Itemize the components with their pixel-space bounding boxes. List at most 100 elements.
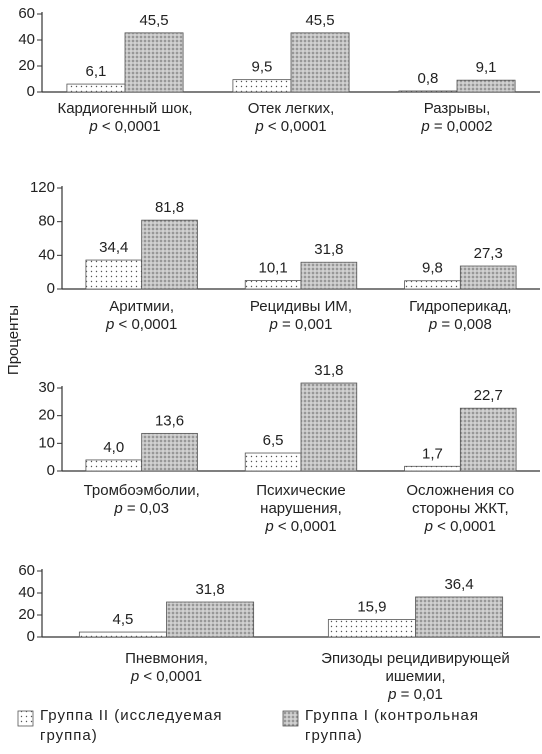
y-tick-label: 30	[38, 379, 55, 396]
y-tick-label: 20	[38, 407, 55, 424]
bar	[232, 79, 292, 93]
bar	[290, 32, 350, 93]
value-label: 22,7	[474, 387, 503, 404]
y-tick-label: 20	[18, 606, 35, 623]
value-label: 45,5	[305, 12, 334, 29]
legend-swatch	[282, 710, 299, 727]
bar	[141, 219, 198, 290]
p-value: p = 0,008	[428, 316, 492, 333]
bar	[85, 259, 143, 290]
y-tick-label: 10	[38, 434, 55, 451]
value-label: 34,4	[99, 239, 128, 256]
p-value: p < 0,0001	[130, 668, 203, 685]
category-name: Эпизоды рецидивирующей ишемии,	[321, 650, 510, 685]
bar	[404, 280, 461, 290]
value-label: 31,8	[314, 241, 343, 258]
y-tick-label: 20	[18, 57, 35, 74]
category-label: Аритмии, p < 0,0001	[66, 298, 217, 334]
bar	[78, 631, 167, 638]
bar	[244, 452, 302, 472]
p-value: p = 0,001	[269, 316, 333, 333]
bar	[398, 90, 458, 93]
y-tick-label: 60	[18, 5, 35, 22]
category-label: Гидроперикад, p = 0,008	[385, 298, 536, 334]
value-label: 9,1	[476, 59, 497, 76]
p-value: p = 0,0002	[421, 118, 493, 135]
bar	[124, 32, 184, 93]
category-name: Отек легких,	[247, 100, 335, 117]
bar	[141, 432, 198, 472]
p-value: p = 0,01	[388, 686, 443, 703]
y-tick-label: 80	[38, 213, 55, 230]
p-value: p < 0,0001	[255, 118, 327, 135]
value-label: 0,8	[418, 70, 439, 87]
category-label: Кардиогенный шок, p < 0,0001	[46, 100, 204, 136]
value-label: 10,1	[259, 259, 288, 276]
category-label: Пневмония, p < 0,0001	[46, 650, 287, 686]
category-label: Отек легких, p < 0,0001	[212, 100, 370, 136]
y-tick-label: 40	[38, 246, 55, 263]
value-label: 6,5	[263, 432, 284, 449]
y-tick-label: 120	[30, 179, 55, 196]
value-label: 27,3	[474, 245, 503, 262]
category-name: Психические нарушения,	[256, 482, 346, 517]
bar	[300, 382, 358, 472]
value-label: 4,0	[103, 439, 124, 456]
y-axis-label: Проценты	[5, 305, 22, 375]
category-name: Гидроперикад,	[409, 298, 512, 315]
category-name: Тромбоэмболии,	[83, 482, 200, 499]
category-name: Кардиогенный шок,	[57, 100, 193, 117]
legend-label: Группа I (контрольная группа)	[305, 707, 479, 744]
p-value: p < 0,0001	[89, 118, 161, 135]
value-label: 6,1	[86, 63, 107, 80]
category-name: Аритмии,	[109, 298, 175, 315]
value-label: 9,5	[252, 59, 273, 76]
value-label: 4,5	[112, 611, 133, 628]
value-label: 31,8	[195, 581, 224, 598]
bar	[327, 619, 416, 638]
category-name: Рецидивы ИМ,	[249, 298, 353, 315]
bar	[66, 83, 126, 93]
bar	[459, 265, 517, 290]
p-value: p < 0,0001	[265, 518, 337, 535]
value-label: 9,8	[422, 260, 443, 277]
category-label: Эпизоды рецидивирующей ишемии, p = 0,01	[295, 650, 536, 704]
category-name: Осложнения со стороны ЖКТ,	[406, 482, 515, 517]
value-label: 1,7	[422, 445, 443, 462]
value-label: 13,6	[155, 412, 184, 429]
bar	[459, 407, 517, 472]
value-label: 31,8	[314, 362, 343, 379]
value-label: 81,8	[155, 199, 184, 216]
value-label: 45,5	[139, 12, 168, 29]
category-name: Пневмония,	[125, 650, 208, 667]
category-name: Разрывы,	[423, 100, 491, 117]
y-tick-label: 0	[27, 628, 35, 645]
y-tick-label: 40	[18, 584, 35, 601]
category-label: Осложнения со стороны ЖКТ, p < 0,0001	[385, 482, 536, 536]
bar	[404, 465, 461, 472]
bar	[166, 601, 255, 638]
p-value: p = 0,03	[114, 500, 169, 517]
category-label: Психические нарушения, p < 0,0001	[225, 482, 376, 536]
bar	[300, 261, 358, 290]
y-tick-label: 0	[27, 83, 35, 100]
y-tick-label: 60	[18, 562, 35, 579]
y-tick-label: 0	[47, 462, 55, 479]
bar	[244, 280, 302, 290]
bar	[415, 596, 504, 638]
y-tick-label: 0	[47, 280, 55, 297]
legend-swatch	[17, 710, 34, 727]
bar	[85, 459, 143, 472]
p-value: p < 0,0001	[424, 518, 496, 535]
bar	[456, 79, 516, 93]
y-tick-label: 40	[18, 31, 35, 48]
value-label: 36,4	[444, 576, 473, 593]
p-value: p < 0,0001	[106, 316, 178, 333]
legend-label: Группа II (исследуемая группа)	[40, 707, 223, 744]
category-label: Рецидивы ИМ, p = 0,001	[225, 298, 376, 334]
category-label: Разрывы, p = 0,0002	[378, 100, 536, 136]
value-label: 15,9	[357, 598, 386, 615]
category-label: Тромбоэмболии, p = 0,03	[66, 482, 217, 518]
